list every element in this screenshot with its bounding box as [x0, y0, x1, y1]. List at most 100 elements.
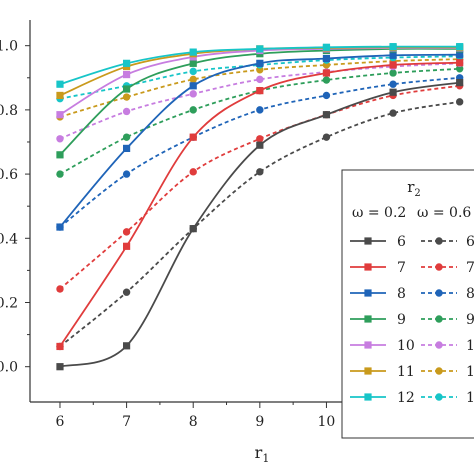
data-point-dashed-8-9 [256, 106, 264, 114]
data-point-solid-8-8 [189, 82, 197, 90]
data-point-dashed-6-11 [389, 109, 397, 117]
data-point-solid-12-8 [189, 48, 197, 56]
data-point-solid-9-6 [56, 151, 64, 159]
data-point-dashed-10-9 [256, 75, 264, 84]
legend-col-header-0: ω = 0.2 [352, 205, 406, 221]
data-point-solid-9-8 [189, 59, 197, 67]
legend-marker-dashed-12 [435, 393, 443, 401]
data-point-dashed-10-7 [122, 107, 131, 116]
legend-label-dashed-8: 8 [466, 286, 474, 302]
x-axis-label: r1 [255, 443, 270, 465]
data-point-solid-12-9 [256, 45, 264, 53]
x-tick-label-7: 7 [122, 414, 131, 430]
data-point-solid-6-7 [122, 342, 131, 350]
data-point-solid-12-11 [389, 43, 397, 51]
y-tick-label-0.4: 0.4 [0, 231, 18, 247]
data-point-dashed-11-7 [122, 93, 131, 101]
data-point-solid-8-9 [256, 59, 264, 67]
legend-marker-solid-11 [364, 367, 372, 375]
x-tick-label-9: 9 [255, 414, 264, 430]
series-line-dashed-9 [59, 67, 460, 175]
data-point-solid-12-6 [56, 80, 64, 88]
data-point-solid-9-7 [122, 85, 131, 93]
data-point-dashed-9-12 [455, 65, 464, 73]
data-point-solid-7-12 [456, 59, 464, 67]
series-layer [56, 43, 464, 371]
legend-label-solid-8: 8 [397, 286, 406, 302]
data-point-solid-6-6 [56, 363, 64, 371]
data-point-dashed-9-6 [56, 170, 64, 178]
data-point-solid-6-10 [322, 111, 331, 119]
data-point-dashed-7-6 [56, 285, 64, 293]
data-point-dashed-6-12 [455, 98, 464, 106]
data-point-solid-6-11 [389, 88, 397, 96]
y-tick-label-1.0: 1.0 [0, 39, 18, 55]
data-point-solid-8-7 [122, 144, 131, 153]
series-solid-12 [56, 43, 464, 88]
legend-marker-dashed-11 [435, 367, 443, 375]
legend-label-dashed-12: 12 [466, 390, 474, 406]
legend-box [341, 169, 474, 439]
data-point-solid-7-10 [322, 69, 331, 77]
data-point-solid-8-10 [322, 54, 331, 63]
data-point-solid-8-12 [456, 51, 464, 59]
legend-marker-dashed-7 [435, 263, 443, 271]
x-tick-label-8: 8 [189, 414, 198, 430]
legend: r2ω = 0.2ω = 0.666778899101011111212 [341, 169, 474, 439]
legend-label-solid-9: 9 [397, 312, 406, 328]
y-tick-label-0.8: 0.8 [0, 103, 18, 119]
data-point-solid-10-7 [122, 70, 131, 79]
data-point-solid-10-6 [56, 111, 64, 119]
data-point-dashed-9-11 [389, 69, 397, 77]
data-point-dashed-7-8 [189, 168, 197, 176]
data-point-dashed-8-10 [322, 91, 331, 100]
data-point-solid-6-12 [456, 78, 464, 87]
legend-marker-solid-7 [364, 263, 372, 271]
legend-label-dashed-6: 6 [466, 234, 474, 250]
legend-label-solid-7: 7 [397, 260, 406, 276]
data-point-solid-8-6 [56, 223, 64, 231]
legend-label-dashed-10: 10 [466, 338, 474, 354]
data-point-solid-7-9 [256, 87, 264, 95]
legend-col-header-1: ω = 0.6 [417, 205, 471, 221]
legend-label-dashed-7: 7 [466, 260, 474, 276]
data-point-solid-12-7 [122, 59, 131, 67]
legend-title-subscript: 2 [414, 188, 420, 199]
data-point-solid-7-6 [56, 342, 64, 351]
legend-marker-solid-6 [364, 237, 372, 245]
data-point-dashed-9-8 [189, 106, 197, 114]
series-line-dashed-10 [59, 62, 460, 140]
data-point-dashed-11-8 [189, 75, 197, 84]
data-point-dashed-6-10 [322, 133, 331, 141]
data-point-solid-7-11 [389, 61, 397, 69]
y-tick-label-0.6: 0.6 [0, 167, 18, 183]
data-point-dashed-8-7 [122, 170, 131, 178]
data-point-dashed-12-8 [189, 67, 197, 76]
data-point-dashed-9-10 [322, 76, 331, 84]
data-point-dashed-6-9 [256, 168, 264, 176]
data-point-solid-6-8 [189, 225, 197, 233]
series-solid-8 [56, 51, 464, 231]
data-point-dashed-7-9 [256, 135, 264, 143]
data-point-dashed-8-11 [389, 80, 397, 88]
legend-marker-dashed-8 [435, 289, 443, 297]
y-tick-label-0.2: 0.2 [0, 295, 18, 311]
legend-label-solid-10: 10 [397, 338, 415, 354]
data-point-dashed-6-7 [122, 288, 131, 296]
data-point-dashed-10-8 [189, 90, 197, 98]
legend-marker-dashed-6 [435, 237, 443, 245]
data-point-solid-8-11 [389, 51, 397, 59]
legend-label-dashed-11: 11 [466, 364, 474, 380]
x-tick-label-10: 10 [318, 414, 336, 430]
legend-marker-solid-10 [364, 341, 372, 349]
data-point-solid-6-9 [256, 141, 264, 149]
data-point-solid-7-8 [189, 133, 197, 141]
data-point-solid-11-6 [56, 91, 64, 100]
series-solid-7 [56, 59, 464, 351]
legend-label-dashed-9: 9 [466, 312, 474, 328]
legend-marker-solid-12 [364, 393, 372, 401]
legend-marker-dashed-10 [435, 341, 443, 349]
legend-marker-dashed-9 [435, 315, 443, 323]
data-point-dashed-7-7 [122, 228, 131, 236]
